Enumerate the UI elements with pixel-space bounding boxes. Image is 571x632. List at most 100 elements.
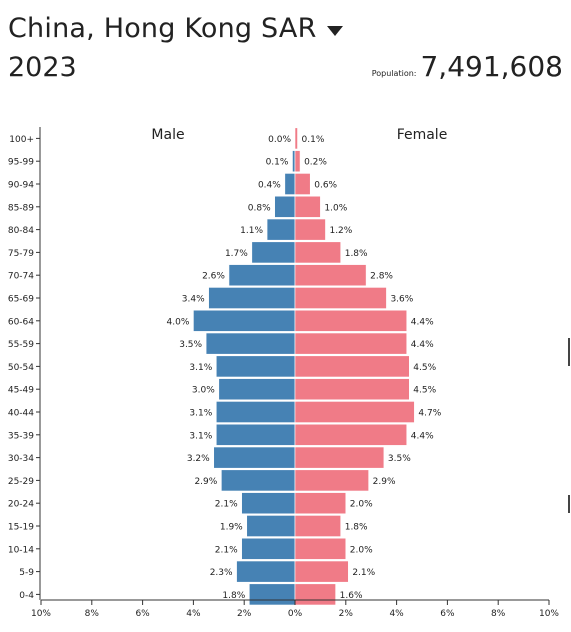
population-value: 7,491,608 <box>420 50 563 83</box>
female-value-label: 2.0% <box>350 545 373 555</box>
female-bar <box>294 264 367 287</box>
male-bar <box>213 446 296 469</box>
age-tick-label: 85-89 <box>8 203 34 213</box>
male-bar <box>236 560 296 583</box>
female-value-label: 2.0% <box>350 500 373 510</box>
male-value-label: 2.6% <box>202 272 225 282</box>
age-tick-label: 60-64 <box>8 317 34 327</box>
age-tick-label: 25-29 <box>8 477 34 487</box>
male-value-label: 3.1% <box>189 409 212 419</box>
male-value-label: 1.9% <box>220 523 243 533</box>
female-value-label: 1.0% <box>324 203 347 213</box>
female-value-label: 1.8% <box>345 523 368 533</box>
female-value-label: 4.4% <box>411 431 434 441</box>
female-value-label: 0.1% <box>302 135 325 145</box>
male-bar <box>241 537 296 560</box>
male-series-label: Male <box>151 127 184 143</box>
age-tick-label: 75-79 <box>8 249 34 259</box>
male-value-label: 3.1% <box>189 363 212 373</box>
female-value-label: 1.2% <box>329 226 352 236</box>
female-bar <box>294 560 349 583</box>
percent-tick-label: 10% <box>31 609 51 619</box>
population-label: Population: <box>371 69 417 78</box>
male-value-label: 3.5% <box>179 340 202 350</box>
female-bar <box>294 492 347 515</box>
female-value-label: 3.6% <box>390 295 413 305</box>
male-value-label: 2.1% <box>215 500 238 510</box>
percent-tick-label: 8% <box>85 609 100 619</box>
female-bar <box>294 401 415 423</box>
male-bar <box>215 401 296 423</box>
age-tick-label: 80-84 <box>8 226 34 236</box>
female-value-label: 4.5% <box>413 386 436 396</box>
male-bar <box>292 150 296 173</box>
female-bar <box>294 218 326 241</box>
male-bar <box>193 309 296 332</box>
percent-tick-label: 6% <box>135 609 150 619</box>
male-bar <box>248 583 296 606</box>
percent-axis: 10% 8% 6% 4% 2% 0% 2% 4% 6% 8% 10% <box>31 599 559 619</box>
dropdown-caret-icon[interactable] <box>326 26 343 36</box>
female-bar <box>294 309 408 332</box>
age-tick-label: 15-19 <box>8 523 34 533</box>
female-bar <box>294 241 342 264</box>
scroll-edge-indicator <box>568 338 570 366</box>
female-value-label: 3.5% <box>388 454 411 464</box>
male-bar <box>284 173 296 195</box>
age-axis: 100+ 95-99 90-94 85-89 80-84 75-79 70-74 65-69 6… <box>8 127 41 601</box>
age-tick-label: 45-49 <box>8 386 34 396</box>
female-value-label: 2.9% <box>373 477 396 487</box>
female-bar <box>294 515 342 537</box>
male-value-label: 0.8% <box>248 203 271 213</box>
age-tick-label: 20-24 <box>8 500 34 510</box>
female-value-label: 1.8% <box>345 249 368 259</box>
age-tick-label: 10-14 <box>8 545 34 555</box>
male-bar <box>274 195 296 218</box>
male-value-label: 1.7% <box>225 249 248 259</box>
male-bars: 0.0% 0.1% 0.4% 0.8% 1.1% 1.7% 2.6% 3.4% 4.0% 3.5%… <box>167 135 296 606</box>
male-value-label: 3.4% <box>182 295 205 305</box>
age-tick-label: 35-39 <box>8 431 34 441</box>
female-value-label: 4.5% <box>413 363 436 373</box>
male-bar <box>266 218 296 241</box>
male-bar <box>215 423 296 446</box>
percent-tick-label: 2% <box>339 609 354 619</box>
male-value-label: 3.2% <box>187 454 210 464</box>
age-tick-label: 70-74 <box>8 272 34 282</box>
male-value-label: 1.8% <box>222 591 245 601</box>
percent-tick-label: 4% <box>389 609 404 619</box>
female-value-label: 2.8% <box>370 272 393 282</box>
male-bar <box>241 492 296 515</box>
male-value-label: 2.9% <box>194 477 217 487</box>
female-value-label: 2.1% <box>352 568 375 578</box>
female-bar <box>294 287 387 309</box>
female-bar <box>294 355 410 378</box>
country-title[interactable]: China, Hong Kong SAR <box>8 12 317 44</box>
percent-tick-label: 10% <box>539 609 559 619</box>
chart-header: China, Hong Kong SAR 2023 Population: 7,… <box>8 8 563 84</box>
country-selector[interactable]: China, Hong Kong SAR <box>8 8 563 48</box>
male-value-label: 0.1% <box>266 158 289 168</box>
male-bar <box>218 378 296 401</box>
female-bar <box>294 378 410 401</box>
age-tick-label: 40-44 <box>8 409 34 419</box>
female-bar <box>294 127 298 150</box>
age-tick-label: 90-94 <box>8 181 34 191</box>
male-bar <box>205 332 296 355</box>
female-bars: 0.1% 0.2% 0.6% 1.0% 1.2% 1.8% 2.8% 3.6% 4.4% 4.4%… <box>294 127 442 606</box>
percent-tick-label: 2% <box>237 609 252 619</box>
female-value-label: 4.4% <box>411 317 434 327</box>
male-bar <box>246 515 296 537</box>
female-bar <box>294 423 408 446</box>
female-bar <box>294 173 311 195</box>
male-value-label: 3.1% <box>189 431 212 441</box>
male-bar <box>251 241 296 264</box>
female-bar <box>294 195 321 218</box>
female-bar <box>294 332 408 355</box>
age-tick-label: 0-4 <box>19 591 34 601</box>
percent-tick-label: 4% <box>186 609 201 619</box>
female-value-label: 1.6% <box>340 591 363 601</box>
age-tick-label: 100+ <box>9 135 34 145</box>
male-value-label: 1.1% <box>240 226 263 236</box>
